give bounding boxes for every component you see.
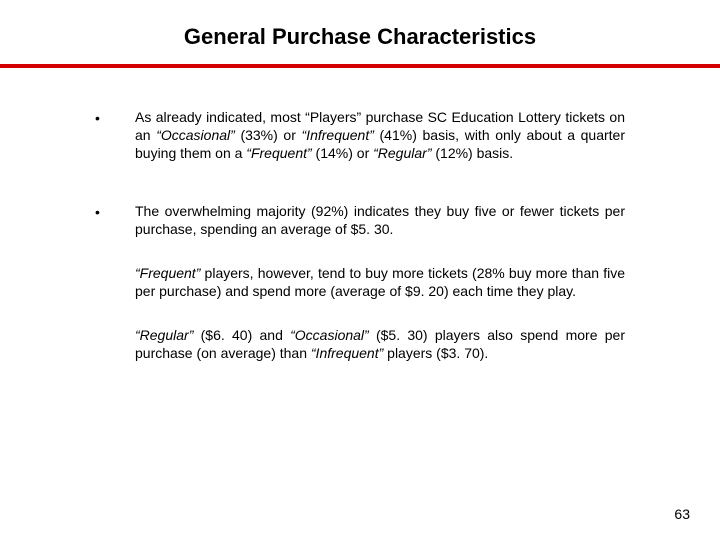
- bullet-item: • The overwhelming majority (92%) indica…: [95, 202, 625, 238]
- sub-indent: [95, 326, 135, 362]
- sub-item: “Regular” ($6. 40) and “Occasional” ($5.…: [95, 326, 625, 362]
- bullet-item: • As already indicated, most “Players” p…: [95, 108, 625, 162]
- sub-indent: [95, 264, 135, 300]
- bullet-mark: •: [95, 202, 135, 221]
- slide-body: • As already indicated, most “Players” p…: [0, 68, 720, 362]
- sub-text: “Regular” ($6. 40) and “Occasional” ($5.…: [135, 326, 625, 362]
- bullet-mark: •: [95, 108, 135, 127]
- slide-title: General Purchase Characteristics: [0, 0, 720, 64]
- slide: General Purchase Characteristics • As al…: [0, 0, 720, 540]
- bullet-text: The overwhelming majority (92%) indicate…: [135, 202, 625, 238]
- page-number: 63: [674, 506, 690, 522]
- sub-text: “Frequent” players, however, tend to buy…: [135, 264, 625, 300]
- sub-item: “Frequent” players, however, tend to buy…: [95, 264, 625, 300]
- bullet-text: As already indicated, most “Players” pur…: [135, 108, 625, 162]
